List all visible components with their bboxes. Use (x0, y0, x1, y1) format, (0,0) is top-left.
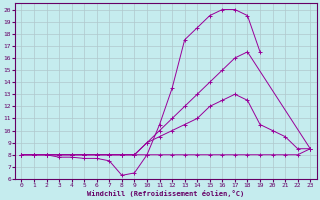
X-axis label: Windchill (Refroidissement éolien,°C): Windchill (Refroidissement éolien,°C) (87, 190, 244, 197)
